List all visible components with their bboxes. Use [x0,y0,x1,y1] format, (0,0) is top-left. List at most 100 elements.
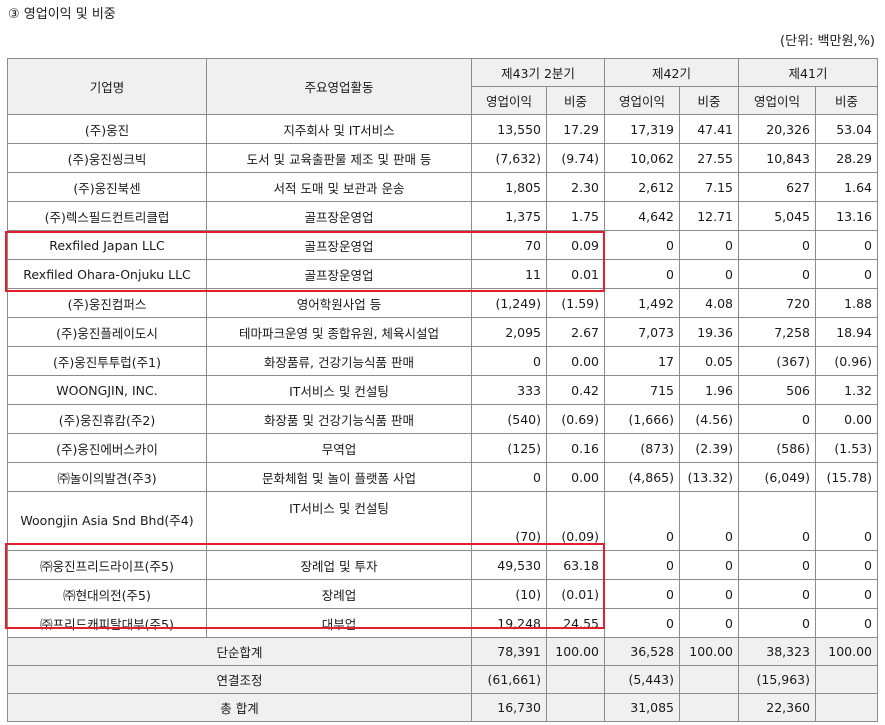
share-cell: (0.09) [546,491,605,551]
main-activity: IT서비스 및 컨설팅 [206,491,472,551]
operating-profit-cell: 1,492 [604,288,680,318]
operating-profit-cell: 10,062 [604,143,680,173]
company-name: ㈜놀이의발견(주3) [7,462,207,492]
operating-profit-cell: 715 [604,375,680,405]
operating-profit-cell: 7,073 [604,317,680,347]
operating-profit-cell: 0 [738,404,816,434]
share-cell: 0.16 [546,433,605,463]
share-cell: 0 [815,491,878,551]
table-row: (주)웅진투투럽(주1) 화장품류, 건강기능식품 판매 0 0.00 17 0.05 (3… [7,346,878,376]
operating-profit-cell: 0 [604,579,680,609]
operating-profit-cell: (367) [738,346,816,376]
company-name: (주)웅진투투럽(주1) [7,346,207,376]
total-label: 총 합계 [7,693,472,722]
share-cell: 0 [679,579,739,609]
share-cell: 0 [815,579,878,609]
share-cell: 28.29 [815,143,878,173]
total-profit-cell: 38,323 [738,637,816,666]
main-activity: 골프장운영업 [206,201,472,231]
operating-profit-cell: 10,843 [738,143,816,173]
total-row: 연결조정 (61,661) (5,443) (15,963) [7,665,878,694]
company-name: Rexfiled Ohara-Onjuku LLC [7,259,207,289]
main-activity: 골프장운영업 [206,259,472,289]
operating-profit-cell: 0 [738,491,816,551]
main-activity: 영어학원사업 등 [206,288,472,318]
empty-share-cell [679,693,739,722]
share-cell: 0 [815,550,878,580]
operating-profit-cell: (7,632) [471,143,547,173]
share-cell: 0 [679,230,739,260]
share-cell: 0 [679,491,739,551]
header-company: 기업명 [7,58,207,115]
table-row: (주)웅진씽크빅 도서 및 교육출판물 제조 및 판매 등 (7,632) (9.74… [7,143,878,173]
main-activity: 테마파크운영 및 종합유원, 체육시설업 [206,317,472,347]
table-row: (주)웅진컴퍼스 영어학원사업 등 (1,249) (1.59) 1,492 4.08 72… [7,288,878,318]
header-sub: 비중 [546,86,605,115]
operating-profit-cell: 17 [604,346,680,376]
operating-profit-cell: 11 [471,259,547,289]
operating-profit-cell: 0 [738,579,816,609]
operating-profit-cell: 720 [738,288,816,318]
table-row: (주)웅진북센 서적 도매 및 보관과 운송 1,805 2.30 2,612 7.15 6… [7,172,878,202]
share-cell: 2.30 [546,172,605,202]
operating-profit-cell: 0 [604,491,680,551]
share-cell: 19.36 [679,317,739,347]
total-row: 총 합계 16,730 31,085 22,360 [7,693,878,722]
operating-profit-cell: (125) [471,433,547,463]
table-row: Rexfiled Japan LLC 골프장운영업 70 0.09 0 0 0 0 [7,230,878,260]
share-cell: 1.88 [815,288,878,318]
table-row: ㈜현대의전(주5) 장례업 (10) (0.01) 0 0 0 0 [7,579,878,609]
header-sub: 비중 [815,86,878,115]
share-cell: 0.05 [679,346,739,376]
header-sub: 영업이익 [738,86,816,115]
company-name: (주)웅진휴캄(주2) [7,404,207,434]
total-profit-cell: (61,661) [471,665,547,694]
share-cell: (2.39) [679,433,739,463]
company-name: (주)웅진플레이도시 [7,317,207,347]
operating-profit-cell: 0 [604,550,680,580]
main-activity: IT서비스 및 컨설팅 [206,375,472,405]
operating-profit-cell: 70 [471,230,547,260]
operating-profit-cell: 0 [604,259,680,289]
operating-profit-cell: 1,805 [471,172,547,202]
operating-profit-cell: (6,049) [738,462,816,492]
operating-profit-cell: (1,249) [471,288,547,318]
total-label: 단순합계 [7,637,472,666]
total-profit-cell: 16,730 [471,693,547,722]
company-name: (주)웅진에버스카이 [7,433,207,463]
operating-profit-cell: 0 [471,462,547,492]
table-row: (주)웅진 지주회사 및 IT서비스 13,550 17.29 17,319 47.41 2… [7,114,878,144]
share-cell: (1.53) [815,433,878,463]
share-cell: 0 [815,230,878,260]
total-profit-cell: (5,443) [604,665,680,694]
table-row: ㈜놀이의발견(주3) 문화체험 및 놀이 플랫폼 사업 0 0.00 (4,865) (1… [7,462,878,492]
main-activity: 골프장운영업 [206,230,472,260]
header-sub: 비중 [679,86,739,115]
share-cell: 4.08 [679,288,739,318]
share-cell: 0 [815,608,878,638]
operating-profit-cell: 0 [738,259,816,289]
empty-share-cell [679,665,739,694]
total-profit-cell: 31,085 [604,693,680,722]
share-cell: 0.00 [546,346,605,376]
operating-profit-cell: 506 [738,375,816,405]
operating-profit-cell: 333 [471,375,547,405]
operating-profit-cell: 5,045 [738,201,816,231]
share-cell: 13.16 [815,201,878,231]
main-activity: 무역업 [206,433,472,463]
table-row: Rexfiled Ohara-Onjuku LLC 골프장운영업 11 0.01 0 0 0… [7,259,878,289]
main-activity: 화장품 및 건강기능식품 판매 [206,404,472,434]
table-row: (주)웅진플레이도시 테마파크운영 및 종합유원, 체육시설업 2,095 2.67 7… [7,317,878,347]
share-cell: 1.64 [815,172,878,202]
share-cell: 0.00 [815,404,878,434]
main-activity: 문화체험 및 놀이 플랫폼 사업 [206,462,472,492]
share-cell: 63.18 [546,550,605,580]
share-cell: 0.09 [546,230,605,260]
operating-profit-cell: (10) [471,579,547,609]
main-activity: 서적 도매 및 보관과 운송 [206,172,472,202]
operating-profit-cell: 0 [738,550,816,580]
operating-profit-cell: 0 [738,230,816,260]
operating-profit-cell: (70) [471,491,547,551]
operating-profit-cell: 20,326 [738,114,816,144]
table-footer: 단순합계 78,391 100.00 36,528 100.00 38,323 100.00… [7,637,878,722]
